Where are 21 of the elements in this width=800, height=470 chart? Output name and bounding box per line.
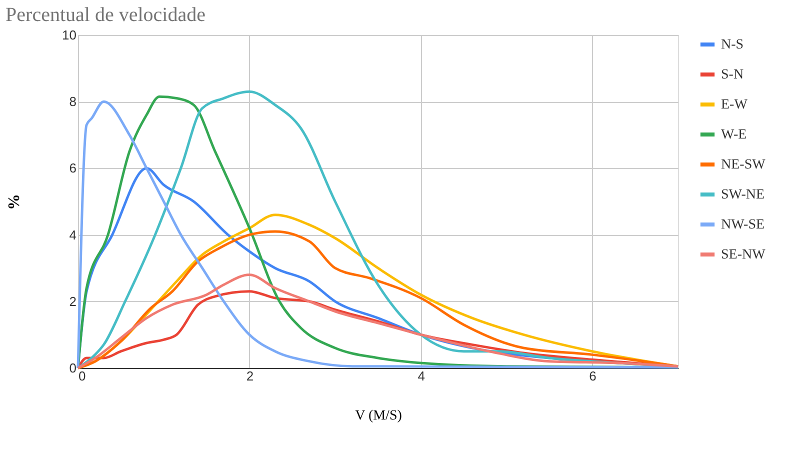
x-axis-title: V (M/S) (355, 408, 402, 424)
chart-title: Percentual de velocidade (6, 4, 206, 26)
line-series (76, 274, 680, 370)
x-tick-label: 0 (78, 368, 86, 384)
y-axis-title: % (6, 194, 24, 210)
legend-label: NW-SE (721, 218, 765, 232)
legend-label: NE-SW (721, 158, 766, 172)
y-tick-label: 10 (62, 28, 76, 42)
legend-label: E-W (721, 98, 748, 112)
y-tick-label: 2 (69, 294, 76, 309)
x-tick-label: 2 (246, 368, 254, 384)
legend-label: SW-NE (721, 188, 765, 202)
y-tick-label: 8 (69, 94, 76, 110)
x-tick-label: 4 (418, 368, 425, 384)
x-tick-label: 6 (589, 368, 596, 384)
legend-label: S-N (721, 68, 744, 82)
legend-label: N-S (721, 38, 744, 52)
legend-label: SE-NW (721, 248, 766, 262)
y-tick-label: 6 (69, 160, 76, 176)
y-tick-label: 4 (69, 227, 76, 242)
legend-label: W-E (721, 128, 747, 142)
